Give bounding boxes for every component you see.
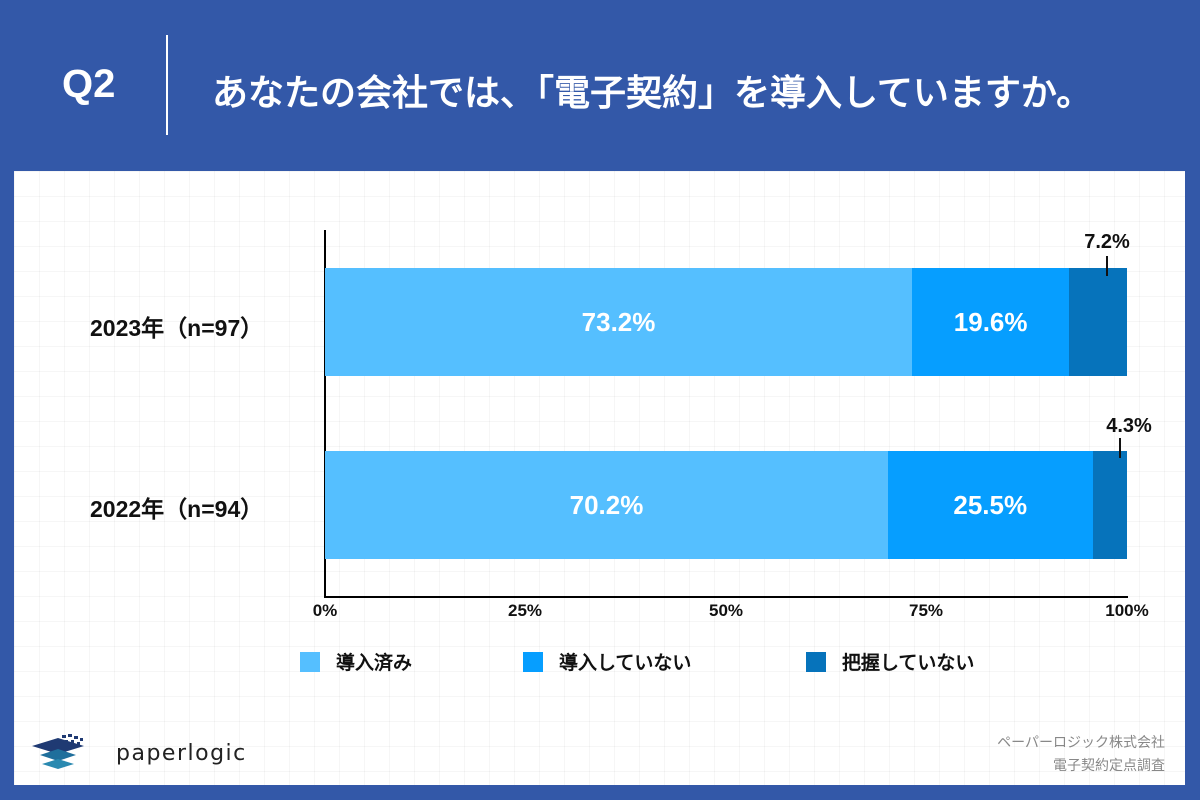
- segment-not-adopted: 25.5%: [888, 451, 1093, 559]
- legend-item-unknown: 把握していない: [806, 648, 974, 675]
- callout-leader-line: [1106, 256, 1108, 276]
- chart-card: 2023年（n=97） 73.2% 19.6% 7.2% 2022年（n=94）…: [14, 171, 1185, 785]
- legend-item-not-adopted: 導入していない: [523, 648, 691, 675]
- segment-adopted: 70.2%: [325, 451, 888, 559]
- legend-label: 導入していない: [559, 653, 692, 674]
- x-axis-line: [324, 596, 1128, 598]
- bar-2023: 73.2% 19.6%: [325, 268, 1127, 376]
- segment-value: 73.2%: [581, 306, 656, 337]
- legend-label: 導入済み: [336, 653, 413, 674]
- x-tick-75: 75%: [908, 601, 944, 620]
- y-axis-line: [324, 230, 326, 597]
- question-title: あなたの会社では、「電子契約」を導入していますか。: [212, 72, 1093, 113]
- paperlogic-logo: paperlogic: [32, 733, 247, 773]
- row-label-2023: 2023年（n=97）: [90, 315, 264, 341]
- x-tick-50: 50%: [708, 601, 744, 620]
- x-tick-100: 100%: [1105, 601, 1149, 620]
- header-divider: [166, 35, 168, 135]
- header: Q2 あなたの会社では、「電子契約」を導入していますか。: [0, 0, 1200, 170]
- bar-2022: 70.2% 25.5%: [325, 451, 1127, 559]
- segment-adopted: 73.2%: [325, 268, 913, 376]
- legend-label: 把握していない: [842, 653, 975, 674]
- row-label-2022: 2022年（n=94）: [90, 496, 264, 522]
- callout-label-2023-unknown: 7.2%: [1084, 231, 1130, 253]
- callout-label-2022-unknown: 4.3%: [1106, 415, 1152, 437]
- segment-value: 25.5%: [953, 489, 1028, 520]
- segment-value: 70.2%: [569, 489, 644, 520]
- segment-unknown: [1092, 451, 1127, 559]
- x-tick-0: 0%: [312, 601, 338, 620]
- credit-survey: 電子契約定点調査: [1053, 757, 1165, 773]
- question-number: Q2: [62, 62, 116, 106]
- legend-item-adopted: 導入済み: [300, 648, 412, 675]
- credit-company: ペーパーロジック株式会社: [997, 734, 1165, 750]
- segment-not-adopted: 19.6%: [912, 268, 1070, 376]
- layers-logo-icon: [32, 734, 84, 769]
- callout-leader-line: [1119, 438, 1121, 458]
- legend-swatch: [523, 651, 543, 672]
- segment-value: 19.6%: [953, 306, 1028, 337]
- legend-swatch: [300, 651, 320, 672]
- source-credit: ペーパーロジック株式会社 電子契約定点調査: [997, 731, 1165, 777]
- logo-text: paperlogic: [116, 740, 247, 766]
- legend-swatch: [806, 651, 826, 672]
- x-tick-25: 25%: [507, 601, 543, 620]
- segment-unknown: [1069, 268, 1127, 376]
